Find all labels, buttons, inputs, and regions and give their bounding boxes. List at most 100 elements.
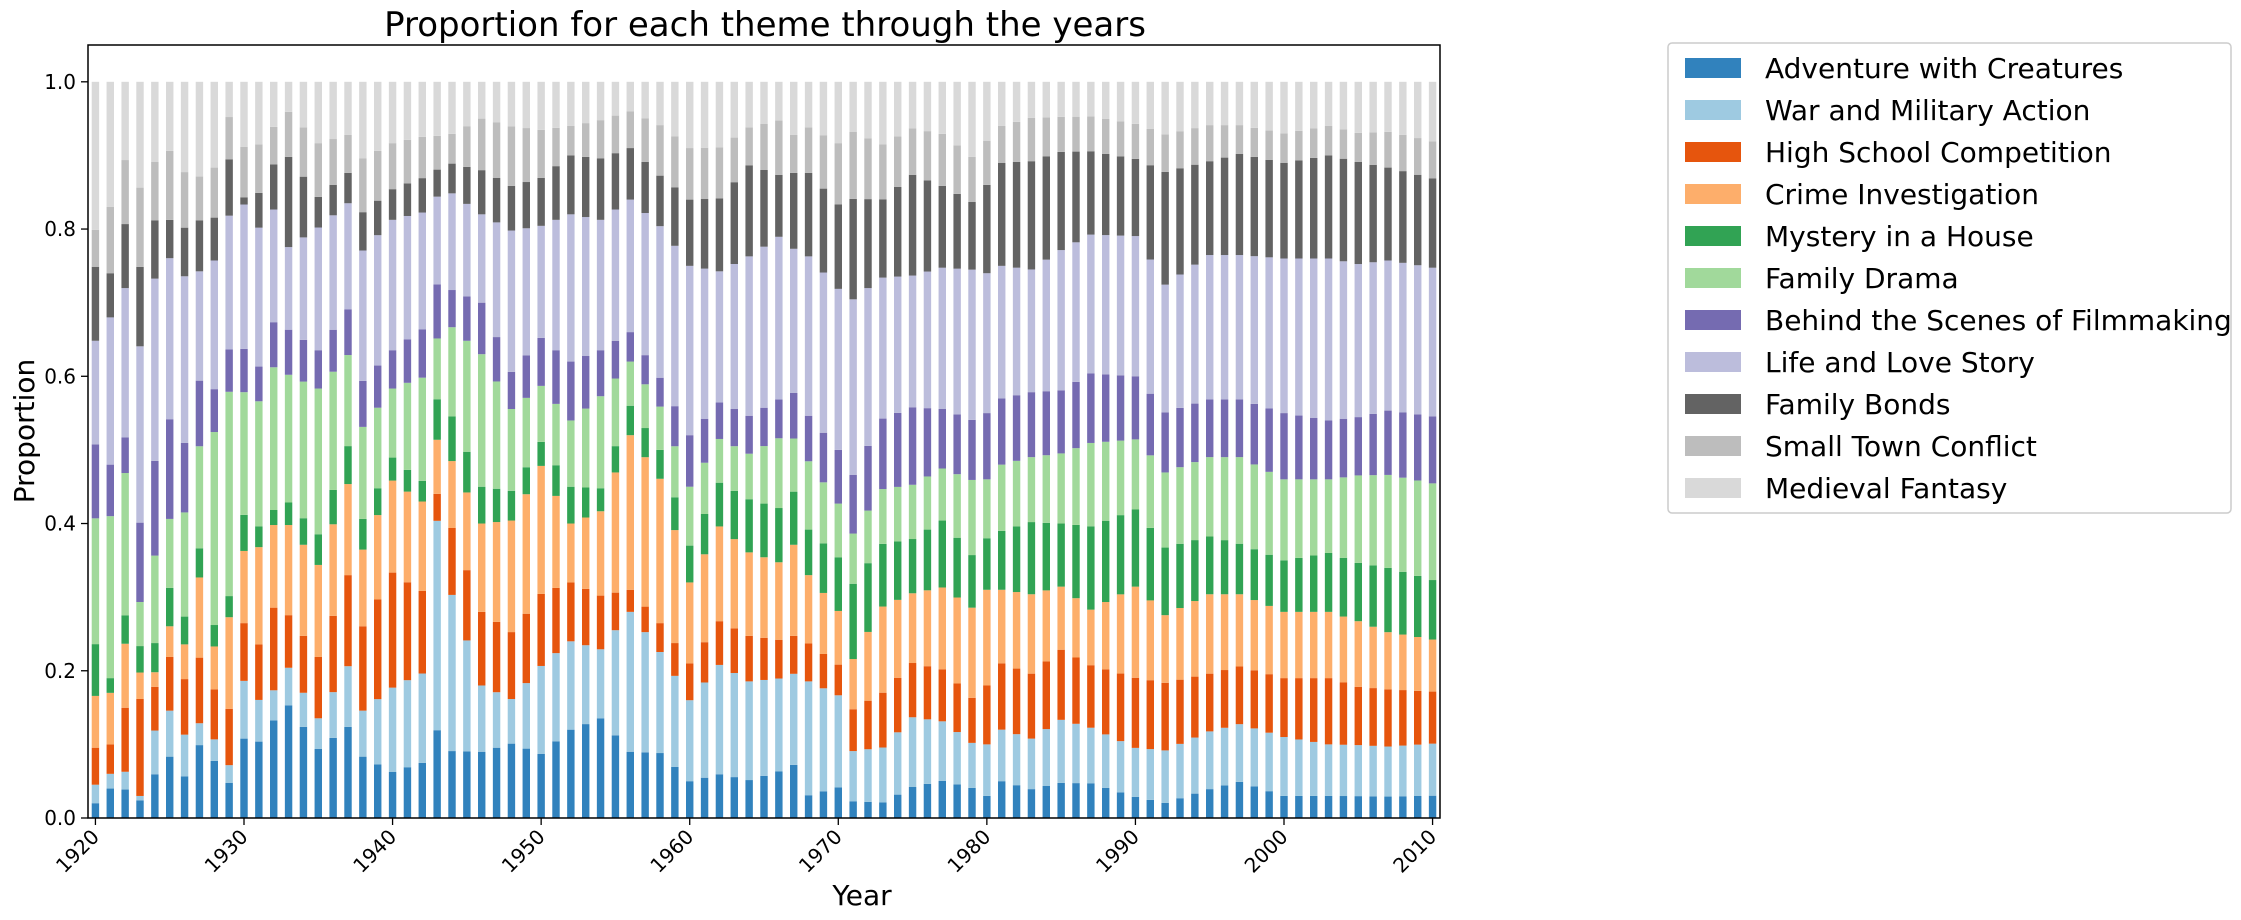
- bar-segment: [403, 81, 412, 140]
- bar-segment: [1057, 116, 1065, 152]
- bar-segment: [344, 81, 352, 135]
- bar-segment: [611, 630, 620, 736]
- bar-segment: [492, 381, 501, 489]
- bar-segment: [998, 81, 1006, 126]
- bar-segment: [849, 801, 857, 818]
- bar-segment: [641, 428, 649, 458]
- bar-segment: [715, 198, 724, 272]
- bar-segment: [552, 465, 560, 496]
- bar-segment: [1146, 455, 1154, 528]
- bar-segment: [1250, 127, 1258, 157]
- bar-segment: [626, 435, 634, 590]
- legend-label: High School Competition: [1765, 136, 2111, 169]
- bar-segment: [1116, 440, 1125, 516]
- bar-segment: [567, 81, 575, 126]
- bar-segment: [641, 161, 649, 214]
- bar-segment: [1161, 412, 1169, 473]
- bar-segment: [1206, 673, 1214, 732]
- bar-segment: [567, 486, 575, 524]
- bar-segment: [1027, 673, 1036, 739]
- bar-segment: [1131, 81, 1140, 124]
- bar-segment: [1027, 457, 1036, 523]
- bar-segment: [700, 268, 709, 419]
- bar-segment: [745, 81, 753, 128]
- bar-segment: [1220, 157, 1229, 256]
- bar-segment: [1176, 798, 1184, 818]
- bar-segment: [344, 726, 352, 818]
- bar-segment: [908, 593, 917, 664]
- bar-segment: [1102, 374, 1110, 442]
- bar-segment: [106, 744, 114, 774]
- bar-segment: [968, 555, 976, 608]
- bar-segment: [582, 81, 590, 124]
- bar-segment: [463, 126, 471, 167]
- bar-segment: [1116, 156, 1125, 236]
- bar-segment: [463, 203, 471, 297]
- bar-segment: [1310, 741, 1318, 796]
- bar-segment: [91, 784, 100, 804]
- bar-segment: [1206, 457, 1214, 537]
- bar-segment: [700, 777, 709, 818]
- bar-segment: [641, 213, 649, 356]
- bar-segment: [1414, 265, 1422, 415]
- bar-segment: [864, 81, 872, 139]
- bar-segment: [388, 572, 397, 688]
- bar-segment: [1220, 540, 1229, 595]
- bar-segment: [998, 125, 1006, 163]
- bar-segment: [403, 382, 412, 470]
- bar-segment: [656, 651, 664, 754]
- bar-segment: [1354, 475, 1362, 563]
- bar-segment: [1220, 670, 1229, 728]
- bar-segment: [1072, 151, 1080, 243]
- bar-segment: [1176, 274, 1184, 408]
- bar-segment: [225, 215, 233, 350]
- bar-segment: [775, 120, 783, 175]
- bar-segment: [1027, 522, 1036, 595]
- bar-segment: [1369, 475, 1377, 566]
- bar-segment: [567, 729, 575, 818]
- bar-segment: [864, 700, 872, 750]
- bar-segment: [582, 487, 590, 518]
- bar-segment: [1191, 601, 1199, 677]
- bar-segment: [611, 378, 620, 447]
- bar-segment: [552, 166, 560, 220]
- bar-segment: [329, 371, 337, 490]
- bar-segment: [834, 787, 842, 818]
- bar-segment: [478, 611, 486, 686]
- bar-segment: [1161, 615, 1169, 683]
- bar-segment: [522, 182, 530, 229]
- bar-segment: [730, 628, 738, 673]
- bar-segment: [374, 488, 382, 516]
- bar-segment: [1191, 128, 1199, 165]
- bar-segment: [1072, 723, 1080, 784]
- y-tick-label: 0.8: [44, 217, 76, 241]
- bar-segment: [1087, 373, 1095, 443]
- bar-segment: [938, 81, 946, 134]
- bar-segment: [983, 140, 991, 185]
- bar-segment: [790, 491, 798, 545]
- bar-segment: [1354, 264, 1362, 418]
- bar-segment: [983, 685, 991, 745]
- bar-segment: [1042, 590, 1050, 662]
- bar-segment: [730, 446, 738, 491]
- bar-segment: [968, 607, 976, 698]
- bar-segment: [1206, 161, 1214, 256]
- bar-segment: [507, 371, 516, 410]
- bar-segment: [998, 162, 1006, 266]
- bar-segment: [478, 354, 486, 487]
- bar-segment: [849, 475, 857, 534]
- bar-segment: [359, 158, 367, 213]
- bar-segment: [834, 81, 842, 144]
- bar-segment: [1235, 724, 1244, 782]
- bar-segment: [626, 148, 634, 200]
- bar-segment: [596, 595, 605, 650]
- bar-segment: [775, 174, 783, 237]
- bar-segment: [745, 499, 753, 553]
- bar-segment: [790, 438, 798, 492]
- bar-segment: [1384, 746, 1392, 797]
- bar-segment: [1235, 255, 1244, 400]
- bar-segment: [240, 738, 248, 818]
- bar-segment: [983, 744, 991, 796]
- bar-segment: [1012, 267, 1021, 396]
- bar-segment: [284, 156, 293, 248]
